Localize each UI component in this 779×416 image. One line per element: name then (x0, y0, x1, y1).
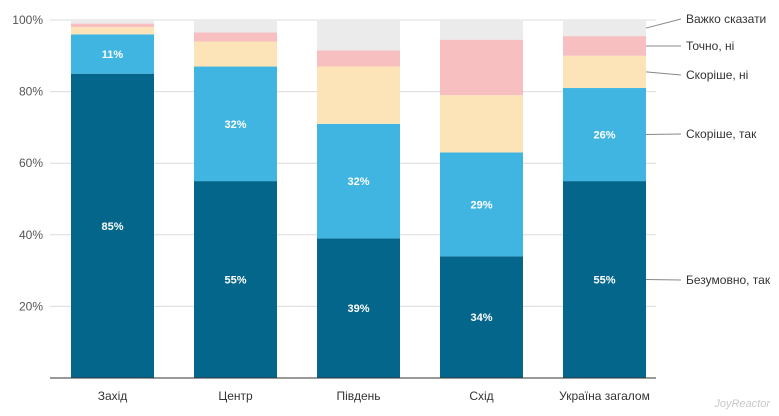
legend: Безумовно, так Скоріше, так Скоріше, ні Точ… (645, 12, 771, 287)
bar-segment (71, 34, 154, 74)
data-label: 29% (470, 199, 492, 211)
data-label: 32% (224, 119, 246, 131)
bar-segment (563, 20, 646, 37)
data-label: 32% (347, 176, 369, 188)
x-axis: Захід Центр Південь Схід Україна загалом (50, 377, 656, 403)
bar-segment (317, 238, 400, 378)
bar-segment (71, 27, 154, 35)
bar-segment (71, 23, 154, 28)
bar-segment (71, 20, 154, 24)
data-label: 39% (347, 303, 369, 315)
y-tick-label: 80% (19, 85, 43, 99)
bars: 85% 11% 55% 32% 39% 32% 34% 29% 55% 26% (71, 20, 646, 378)
bar-segment (563, 181, 646, 378)
bar-segment (317, 66, 400, 124)
legend-label: Важко сказати (686, 12, 766, 26)
bar-segment (194, 181, 277, 378)
bar-segment (563, 36, 646, 56)
data-label: 55% (224, 275, 246, 287)
legend-label: Точно, ні (686, 39, 734, 53)
bar-segment (194, 41, 277, 67)
bar-segment (440, 95, 523, 153)
bar-segment (317, 123, 400, 239)
y-tick-label: 20% (19, 299, 43, 313)
bar-segment (71, 73, 154, 378)
legend-label: Скоріше, так (686, 127, 757, 141)
legend-leader-line (645, 71, 682, 76)
y-tick-label: 40% (19, 228, 43, 242)
legend-label: Скоріше, ні (686, 68, 748, 82)
x-tick-label: Південь (336, 389, 380, 403)
data-label: 11% (102, 49, 124, 61)
legend-leader-line (645, 18, 682, 29)
bar-segment (317, 50, 400, 67)
data-label: 34% (470, 312, 492, 324)
data-label: 85% (101, 221, 123, 233)
bar-segment (317, 20, 400, 51)
data-label: 55% (593, 275, 615, 287)
x-tick-label: Схід (469, 389, 493, 403)
bar-segment (440, 39, 523, 96)
data-label: 26% (593, 130, 615, 142)
y-tick-label: 100% (12, 13, 43, 27)
watermark: JoyReactor (713, 398, 771, 410)
bar-segment (563, 55, 646, 89)
bar-segment (194, 32, 277, 42)
y-tick-label: 60% (19, 156, 43, 170)
x-tick-label: Україна загалом (559, 389, 650, 403)
bar-segment (440, 20, 523, 40)
legend-label: Безумовно, так (686, 273, 771, 287)
y-axis: 20% 40% 60% 80% 100% (12, 13, 43, 313)
bar-segment (440, 256, 523, 378)
bar-segment (563, 88, 646, 182)
legend-leader-line (645, 133, 682, 136)
x-tick-label: Захід (98, 389, 128, 403)
bar-segment (194, 66, 277, 182)
x-tick-label: Центр (218, 389, 253, 403)
bar-segment (440, 152, 523, 257)
bar-segment (194, 20, 277, 33)
